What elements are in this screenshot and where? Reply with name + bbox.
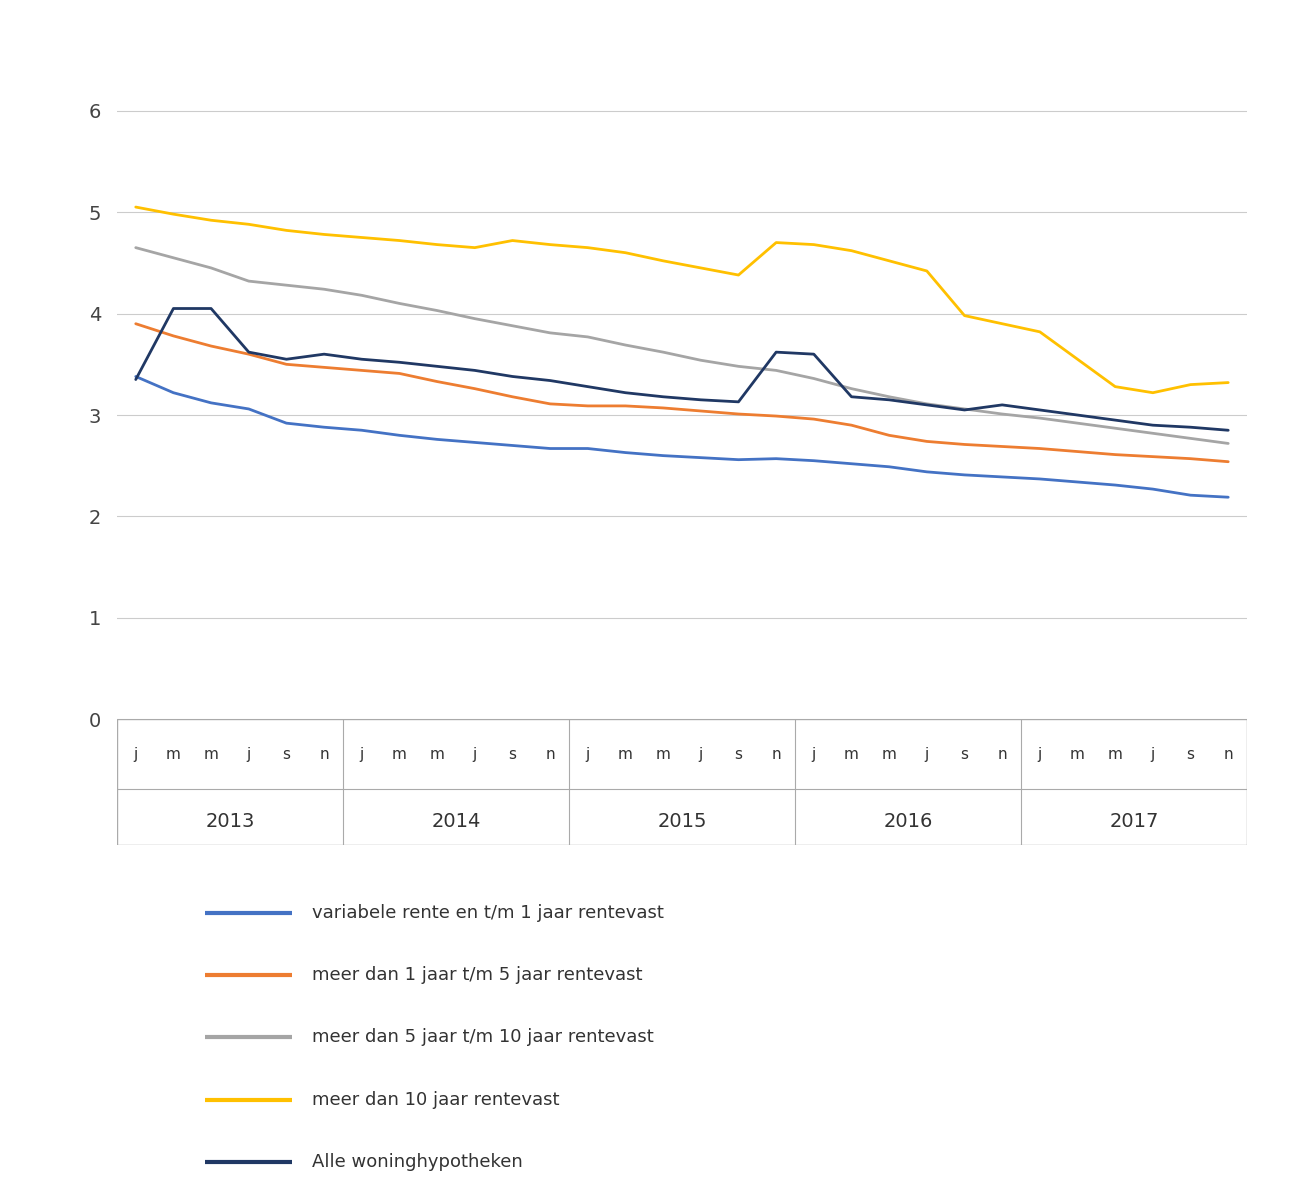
Text: n: n <box>998 747 1007 761</box>
Text: j: j <box>473 747 477 761</box>
Text: j: j <box>1038 747 1042 761</box>
Text: j: j <box>586 747 590 761</box>
Text: j: j <box>699 747 703 761</box>
Text: m: m <box>656 747 670 761</box>
Text: m: m <box>1070 747 1085 761</box>
Text: variabele rente en t/m 1 jaar rentevast: variabele rente en t/m 1 jaar rentevast <box>312 904 664 922</box>
Text: m: m <box>844 747 859 761</box>
Text: m: m <box>204 747 218 761</box>
Text: s: s <box>508 747 517 761</box>
Text: 2013: 2013 <box>205 812 255 831</box>
Text: m: m <box>1108 747 1122 761</box>
Text: s: s <box>1186 747 1195 761</box>
Text: j: j <box>1151 747 1155 761</box>
Text: j: j <box>360 747 364 761</box>
Text: 2017: 2017 <box>1109 812 1159 831</box>
Text: meer dan 10 jaar rentevast: meer dan 10 jaar rentevast <box>312 1091 560 1109</box>
Text: m: m <box>430 747 444 761</box>
FancyBboxPatch shape <box>117 719 1247 845</box>
Text: m: m <box>166 747 181 761</box>
Text: n: n <box>772 747 781 761</box>
Text: j: j <box>134 747 138 761</box>
Text: m: m <box>882 747 896 761</box>
Text: 2016: 2016 <box>883 812 933 831</box>
Text: s: s <box>282 747 291 761</box>
Text: s: s <box>960 747 969 761</box>
Text: n: n <box>546 747 555 761</box>
Text: j: j <box>925 747 929 761</box>
Text: 2014: 2014 <box>431 812 481 831</box>
Text: meer dan 1 jaar t/m 5 jaar rentevast: meer dan 1 jaar t/m 5 jaar rentevast <box>312 966 642 984</box>
Text: j: j <box>247 747 251 761</box>
Text: s: s <box>734 747 743 761</box>
Text: n: n <box>1224 747 1233 761</box>
Text: j: j <box>812 747 816 761</box>
Text: m: m <box>618 747 633 761</box>
Text: n: n <box>320 747 329 761</box>
Text: meer dan 5 jaar t/m 10 jaar rentevast: meer dan 5 jaar t/m 10 jaar rentevast <box>312 1029 653 1047</box>
Text: 2015: 2015 <box>657 812 707 831</box>
Text: m: m <box>392 747 407 761</box>
Text: Alle woninghypotheken: Alle woninghypotheken <box>312 1153 522 1171</box>
